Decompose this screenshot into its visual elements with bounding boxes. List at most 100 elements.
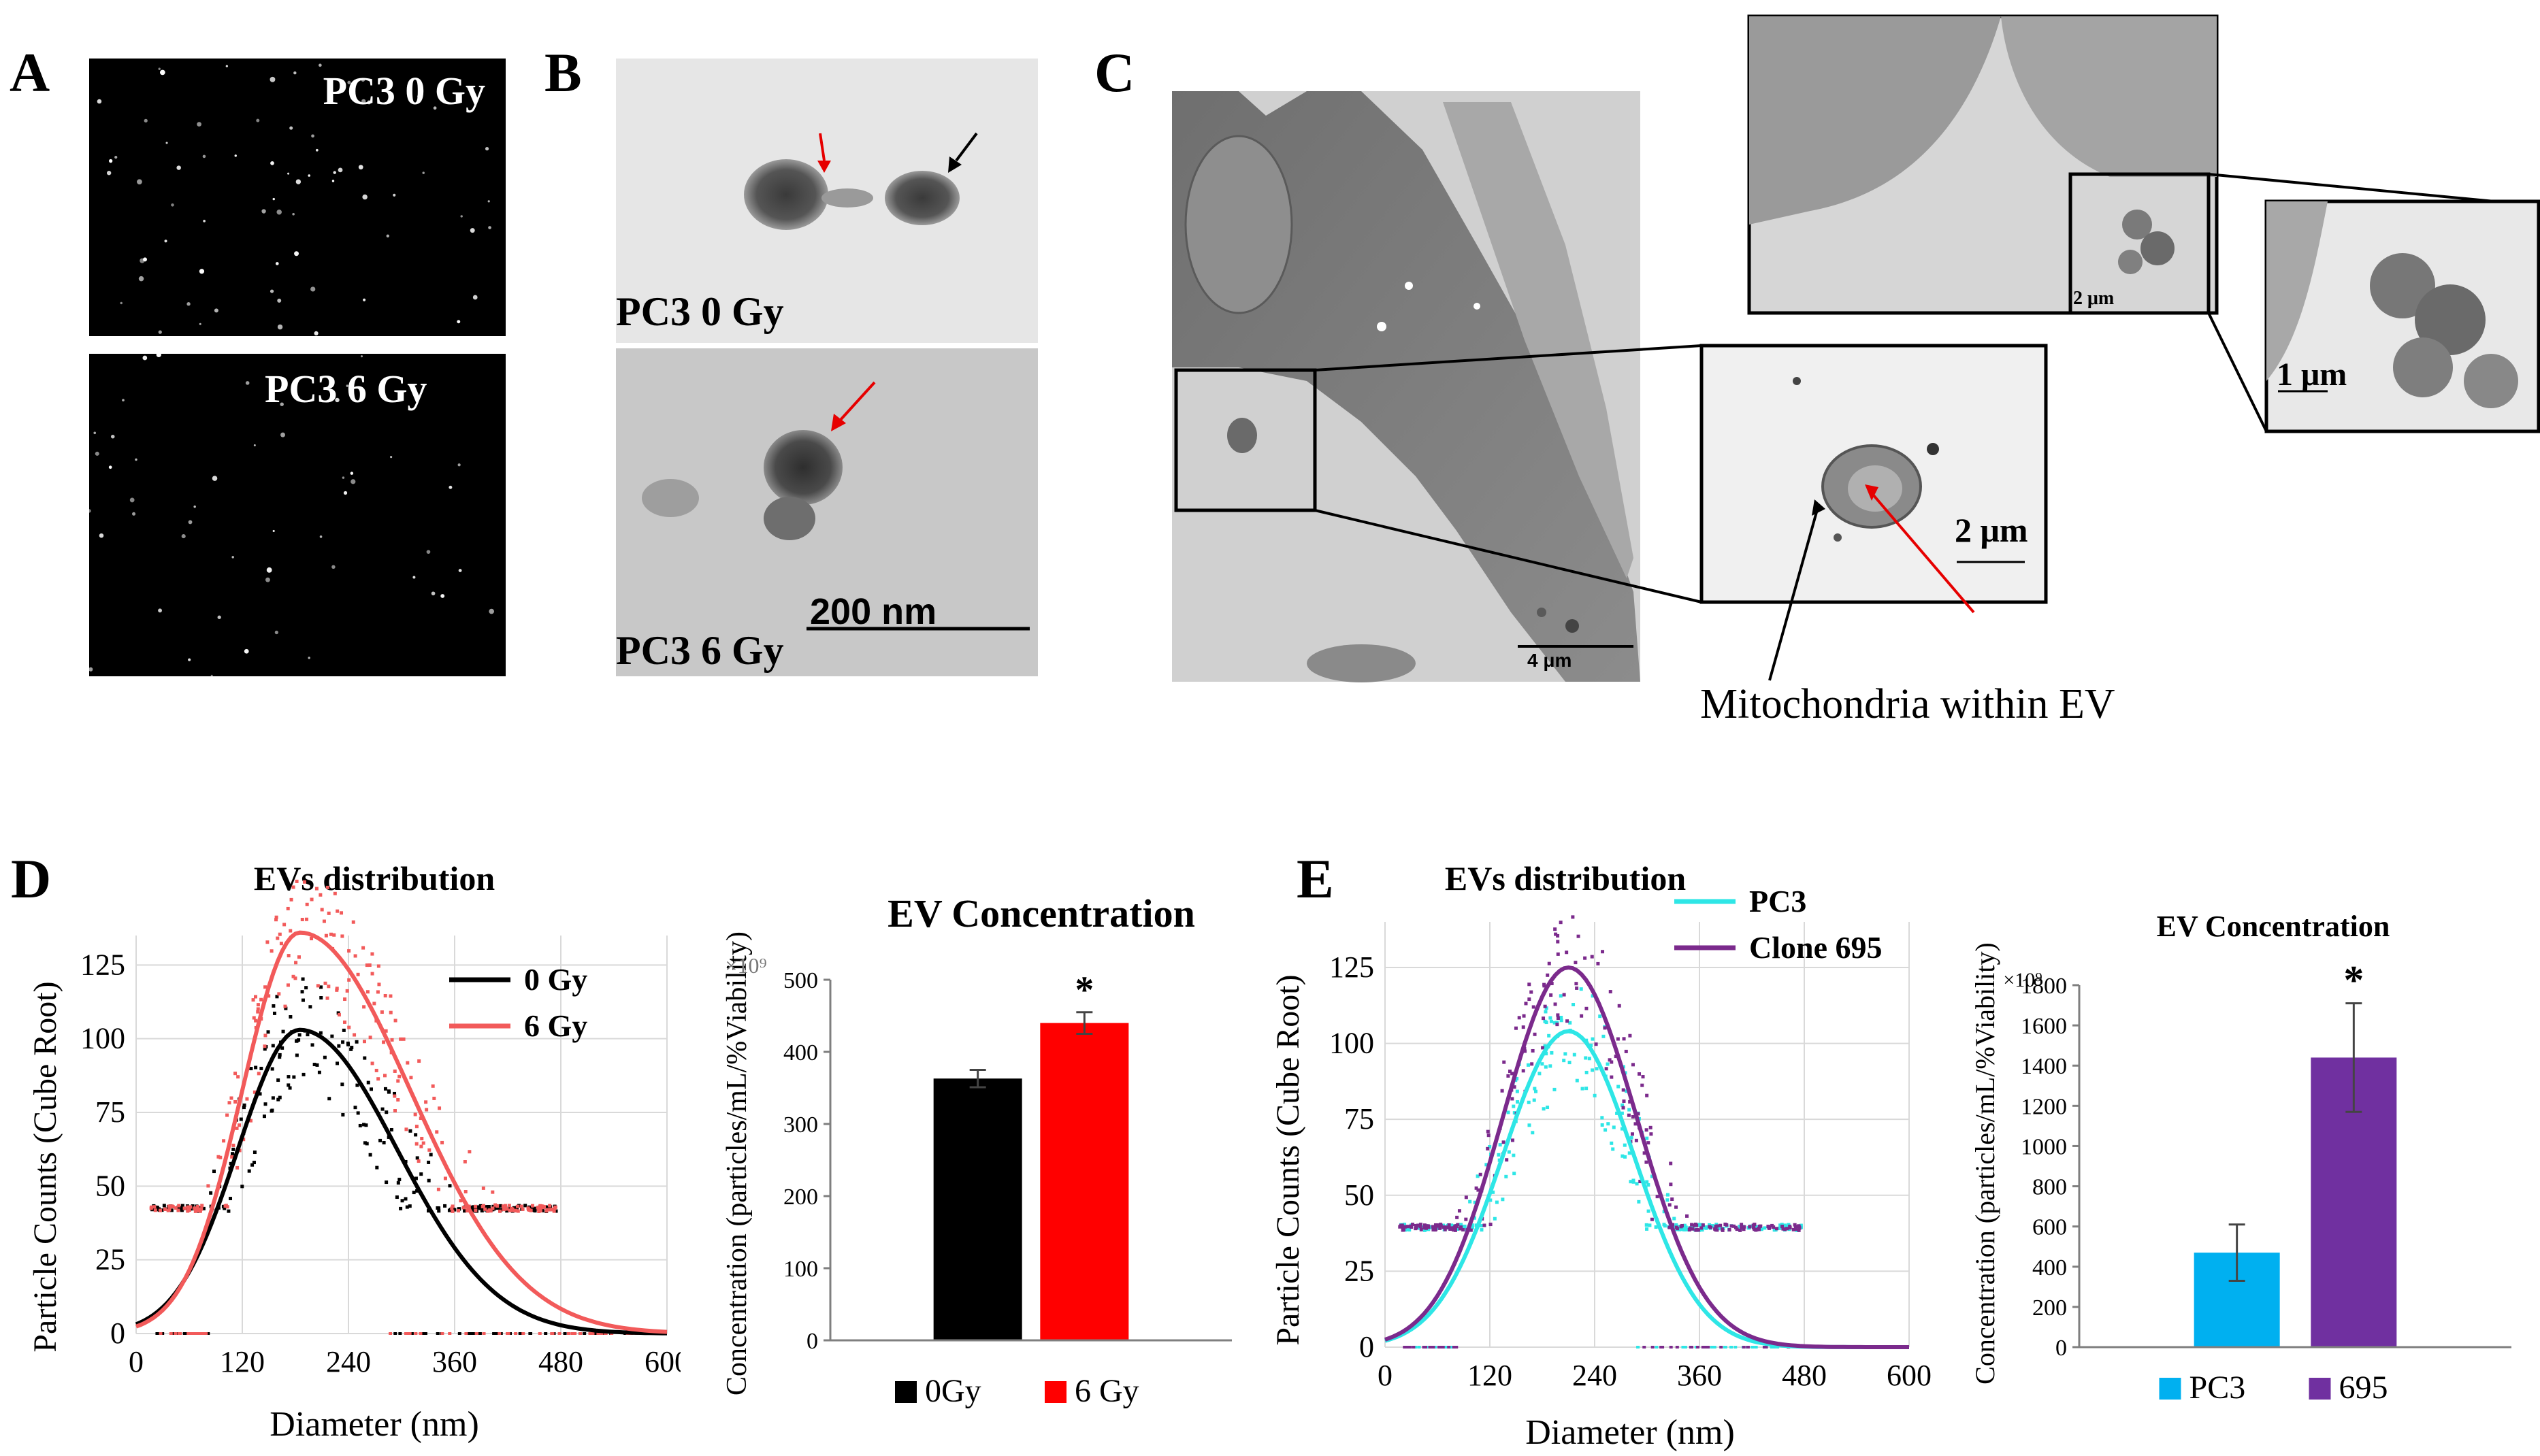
scatter-point — [327, 985, 331, 989]
scatter-point — [263, 1047, 267, 1051]
scatter-point — [227, 1209, 231, 1213]
scale-bar-200nm: 200 nm — [810, 591, 937, 632]
scatter-point — [1504, 1174, 1508, 1178]
scatter-point — [1502, 1060, 1506, 1064]
y-tick-label: 200 — [2032, 1295, 2067, 1321]
scatter-point — [399, 1206, 403, 1210]
scatter-point — [308, 1005, 312, 1009]
scatter-point — [1661, 1346, 1665, 1349]
scatter-point — [436, 1332, 440, 1335]
scatter-point — [414, 1142, 419, 1146]
scatter-point — [481, 1207, 485, 1211]
scatter-point — [1472, 1216, 1476, 1220]
scatter-point — [1431, 1225, 1435, 1229]
scatter-point — [363, 1056, 367, 1060]
fluorescent-particle — [487, 200, 490, 203]
scatter-point — [254, 1065, 258, 1070]
scatter-point — [427, 1148, 432, 1152]
scatter-point — [1697, 1223, 1701, 1227]
scatter-point — [229, 1161, 233, 1165]
scatter-point — [1576, 934, 1580, 938]
scatter-point — [420, 1136, 424, 1140]
scatter-point — [1524, 1002, 1528, 1006]
scatter-point — [363, 1141, 367, 1145]
scatter-point — [355, 1083, 359, 1087]
scatter-point — [257, 1072, 261, 1076]
y-tick-label: 50 — [1344, 1178, 1374, 1212]
scatter-point — [256, 1007, 260, 1011]
scatter-point — [461, 1206, 466, 1210]
scatter-point — [229, 1197, 233, 1201]
scatter-point — [1772, 1228, 1776, 1232]
scatter-point — [152, 1205, 157, 1209]
scatter-point — [1648, 1223, 1652, 1227]
scatter-point — [453, 1208, 457, 1212]
fluorescent-particle — [164, 239, 167, 243]
scatter-point — [1740, 1225, 1744, 1229]
y-tick-label: 25 — [95, 1243, 125, 1276]
scatter-point — [1654, 1225, 1658, 1229]
scatter-point — [1748, 1225, 1752, 1229]
scatter-point — [1532, 1098, 1536, 1102]
panel-label-a: A — [10, 42, 50, 103]
bar — [1040, 1023, 1129, 1340]
scatter-point — [538, 1332, 542, 1335]
scatter-point — [419, 1172, 423, 1176]
scatter-point — [340, 934, 344, 938]
scatter-point — [495, 1204, 499, 1208]
scatter-point — [178, 1207, 182, 1211]
scatter-point — [1413, 1346, 1417, 1349]
scatter-point — [1548, 1064, 1552, 1068]
fluorescent-particle — [97, 99, 102, 104]
scatter-point — [1544, 1065, 1548, 1069]
caption-pc3-6gy: PC3 6 Gy — [265, 367, 427, 411]
chart-d-distribution: EVs distribution Particle Counts (Cube R… — [27, 859, 681, 1444]
scatter-point — [478, 1332, 482, 1335]
scatter-point — [347, 949, 351, 953]
scatter-point — [529, 1206, 533, 1210]
scatter-point — [1516, 1100, 1520, 1104]
y-axis-label: Concentration (particles/mL/%Viability) — [721, 931, 753, 1395]
fluorescent-particle — [188, 658, 191, 661]
scatter-point — [1665, 1193, 1670, 1197]
scatter-point — [465, 1209, 469, 1213]
scatter-point — [231, 1147, 235, 1151]
scatter-point — [306, 1033, 310, 1037]
scatter-point — [1623, 1155, 1627, 1159]
scatter-point — [1603, 1128, 1608, 1132]
scatter-point — [1746, 1346, 1750, 1349]
scatter-point — [1621, 1106, 1625, 1110]
scatter-point — [1670, 1197, 1674, 1202]
scatter-point — [1751, 1225, 1755, 1229]
scatter-point — [396, 1181, 400, 1185]
fluorescent-particle — [186, 302, 191, 306]
scatter-point — [292, 1075, 296, 1079]
scatter-point — [1665, 1198, 1670, 1202]
scatter-point — [1403, 1223, 1407, 1227]
scatter-point — [1556, 952, 1560, 956]
significance-star: * — [1075, 970, 1094, 1012]
scatter-point — [1548, 1016, 1552, 1020]
fluorescent-particle — [485, 146, 489, 151]
scatter-point — [1799, 1223, 1803, 1227]
scatter-point — [1562, 993, 1566, 997]
scatter-point — [1600, 1116, 1604, 1120]
scatter-point — [1611, 1147, 1615, 1151]
scatter-point — [1547, 961, 1551, 965]
scatter-point — [1543, 1004, 1547, 1008]
scatter-point — [457, 1332, 461, 1335]
scatter-point — [196, 1204, 200, 1208]
scatter-point — [266, 1030, 270, 1034]
scatter-point — [478, 1206, 483, 1210]
scatter-point — [482, 1332, 486, 1335]
scatter-point — [1683, 1346, 1687, 1349]
scatter-point — [293, 976, 297, 980]
scatter-point — [431, 1084, 435, 1088]
scatter-point — [398, 1332, 402, 1335]
scatter-point — [485, 1205, 489, 1209]
scatter-point — [463, 1209, 467, 1213]
scatter-point — [1405, 1225, 1410, 1229]
scatter-point — [1629, 1180, 1633, 1184]
y-axis-multiplier: ×10⁹ — [2003, 969, 2042, 991]
scatter-point — [1777, 1226, 1781, 1230]
